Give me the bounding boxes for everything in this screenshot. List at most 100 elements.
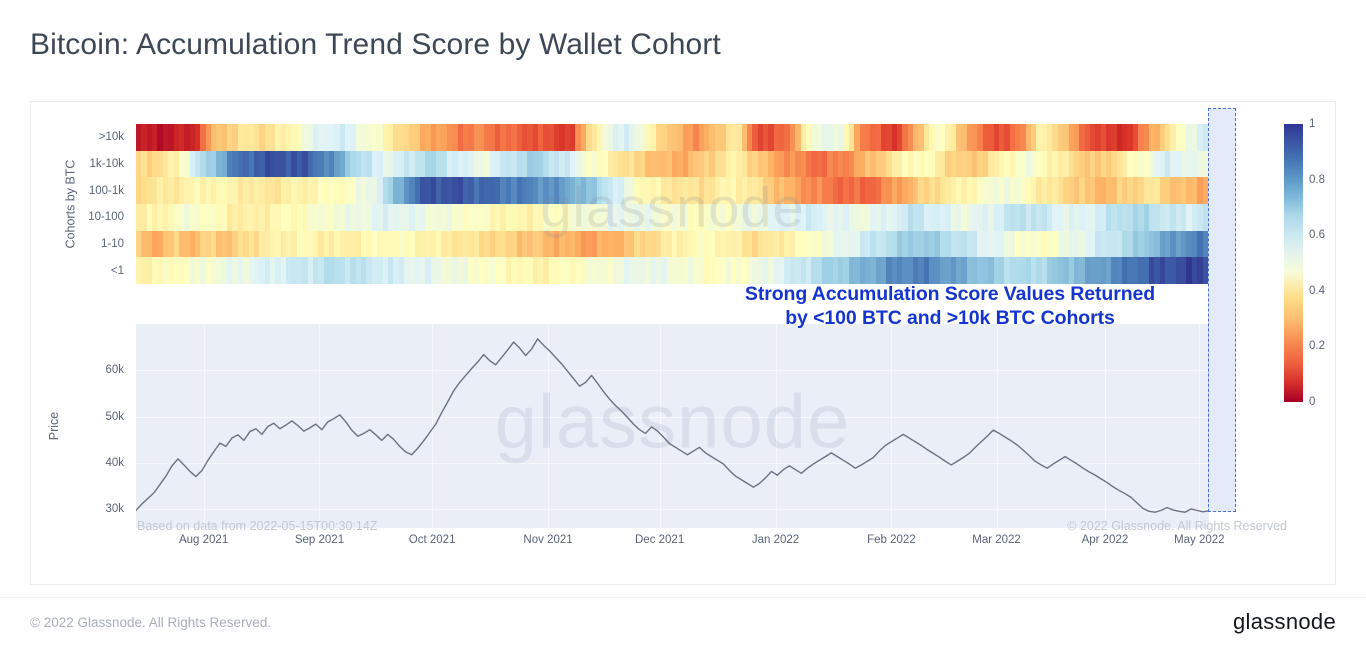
heatmap-cell (302, 230, 308, 258)
heatmap-cell (559, 177, 565, 205)
heatmap-cell (457, 257, 463, 285)
heatmap-cell (886, 177, 892, 205)
heatmap-cell (1138, 177, 1144, 205)
heatmap-cell (441, 204, 447, 231)
heatmap-cell (972, 257, 978, 285)
heatmap-cell (489, 124, 496, 151)
heatmap-cell (966, 150, 973, 178)
heatmap-cell (1122, 177, 1128, 205)
heatmap-cell (741, 230, 747, 258)
heatmap-cell (537, 124, 544, 151)
heatmap-cell (414, 257, 421, 285)
heatmap-cell (441, 124, 447, 151)
heatmap-cell (843, 257, 849, 285)
heatmap-cell (977, 204, 983, 231)
heatmap-cell (1197, 257, 1203, 285)
heatmap-cell (1031, 257, 1037, 285)
heatmap-cell (152, 150, 158, 178)
heatmap-cell (318, 257, 324, 285)
heatmap-cell (334, 124, 340, 151)
heatmap-cell (248, 150, 254, 178)
heatmap-cell (350, 257, 356, 285)
heatmap-cell (682, 124, 689, 151)
heatmap-cell (602, 177, 608, 205)
heatmap-cell (1100, 150, 1107, 178)
heatmap-cell (345, 230, 351, 258)
heatmap-cell (462, 177, 469, 205)
heatmap-cell (961, 257, 967, 285)
heatmap-cell (725, 204, 731, 231)
heatmap-cell (420, 177, 426, 205)
heatmap-cell (639, 230, 646, 258)
heatmap-cell (623, 204, 630, 231)
heatmap-cell (1165, 204, 1171, 231)
heatmap-cell (264, 150, 270, 178)
heatmap-cell (677, 177, 683, 205)
price-x-tick-label: Sep 2021 (294, 534, 345, 546)
heatmap-cell (393, 124, 399, 151)
heatmap-cell (773, 177, 780, 205)
heatmap-cell (1089, 257, 1096, 285)
heatmap-cell (446, 124, 453, 151)
heatmap-cell (848, 150, 855, 178)
heatmap-cell (1084, 177, 1090, 205)
heatmap-cell (859, 177, 865, 205)
heatmap-row (136, 150, 1209, 178)
heatmap-cell (591, 257, 597, 285)
heatmap-cell (194, 150, 201, 178)
heatmap-cell (269, 230, 276, 258)
heatmap-cell (822, 124, 828, 151)
heatmap-cell (730, 204, 737, 231)
heatmap-cell (1036, 124, 1042, 151)
heatmap-cell (698, 257, 705, 285)
heatmap-cell (1127, 150, 1133, 178)
heatmap-cell (623, 150, 630, 178)
heatmap-cell (1009, 204, 1015, 231)
heatmap-cell (612, 177, 619, 205)
heatmap-cell (682, 257, 689, 285)
heatmap-cell (709, 150, 715, 178)
heatmap-cell (387, 204, 394, 231)
heatmap-cell (902, 257, 908, 285)
heatmap-cell (1186, 150, 1192, 178)
heatmap-cell (902, 150, 908, 178)
heatmap-cell (302, 177, 308, 205)
heatmap-cell (800, 257, 806, 285)
heatmap-cell (677, 150, 683, 178)
heatmap-cell (436, 204, 442, 231)
heatmap-cell (714, 230, 721, 258)
heatmap-cell (838, 230, 844, 258)
heatmap-cell (216, 230, 222, 258)
heatmap-cell (564, 177, 571, 205)
heatmap-cell (618, 204, 624, 231)
heatmap-cell (939, 257, 946, 285)
highlight-selection-box[interactable] (1208, 108, 1236, 512)
card-copyright: © 2022 Glassnode. All Rights Reserved (1067, 519, 1287, 533)
heatmap-cell (446, 150, 453, 178)
heatmap-cell (666, 230, 672, 258)
heatmap-cell (1073, 204, 1080, 231)
heatmap-cell (296, 150, 303, 178)
heatmap-row (136, 124, 1209, 151)
heatmap-cell (789, 124, 796, 151)
heatmap-cell (843, 204, 849, 231)
heatmap-cell (382, 177, 388, 205)
heatmap-cell (1111, 204, 1117, 231)
heatmap-cell (998, 230, 1005, 258)
heatmap-cell (479, 204, 485, 231)
heatmap-cell (253, 204, 260, 231)
heatmap-cell (838, 257, 844, 285)
heatmap-cell (779, 230, 785, 258)
heatmap-cell (977, 124, 983, 151)
heatmap-cell (307, 230, 313, 258)
heatmap-cell (612, 230, 619, 258)
price-y-tick-label: 30k (105, 503, 124, 516)
heatmap-cell (773, 230, 780, 258)
heatmap-cell (291, 257, 297, 285)
price-gridline-vertical (203, 324, 205, 528)
heatmap-cell (543, 230, 549, 258)
heatmap-cell (634, 124, 640, 151)
heatmap-cell (961, 230, 967, 258)
heatmap-cell (913, 230, 919, 258)
heatmap-cell (655, 177, 662, 205)
